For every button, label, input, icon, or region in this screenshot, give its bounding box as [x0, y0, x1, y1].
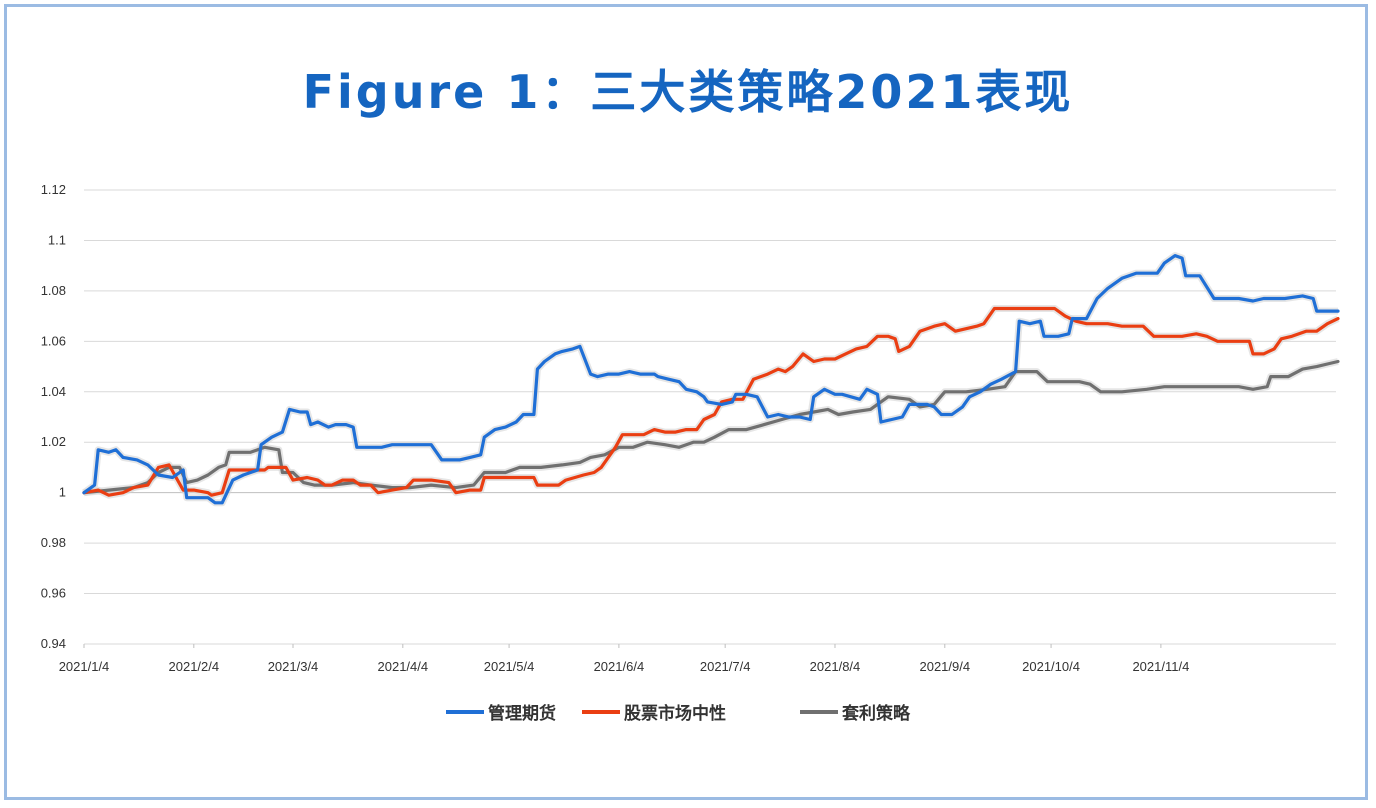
x-tick-label: 2021/9/4 [919, 659, 970, 674]
y-tick-label: 0.98 [41, 535, 66, 550]
x-axis: 2021/1/4 2021/2/4 2021/3/4 2021/4/4 2021/5/4… [59, 644, 1189, 674]
x-tick-label: 2021/3/4 [268, 659, 319, 674]
y-tick-label: 0.94 [41, 636, 66, 651]
series-line [82, 254, 1340, 505]
y-tick-label: 1.12 [41, 182, 66, 197]
y-tick-label: 0.96 [41, 586, 66, 601]
series-line [82, 359, 1340, 495]
x-tick-label: 2021/1/4 [59, 659, 110, 674]
x-tick-label: 2021/11/4 [1132, 659, 1189, 674]
chart-title: Figure 1：三大类策略2021表现 [302, 65, 1074, 119]
y-tick-label: 1.06 [41, 333, 66, 348]
legend: 管理期货 股票市场中性 套利策略 [446, 703, 911, 724]
x-tick-label: 2021/5/4 [484, 659, 535, 674]
legend-label: 管理期货 [488, 703, 556, 724]
x-tick-label: 2021/10/4 [1022, 659, 1080, 674]
x-tick-label: 2021/8/4 [810, 659, 861, 674]
legend-label: 股票市场中性 [624, 703, 726, 724]
y-tick-label: 1 [59, 485, 66, 500]
series-line [82, 306, 1340, 497]
x-tick-label: 2021/4/4 [378, 659, 429, 674]
series-shadow [83, 358, 1339, 497]
series-layer [81, 252, 1340, 507]
x-tick-label: 2021/2/4 [169, 659, 220, 674]
y-tick-label: 1.02 [41, 434, 66, 449]
x-tick-label: 2021/6/4 [594, 659, 645, 674]
y-tick-label: 1.1 [48, 232, 66, 247]
x-tick-label: 2021/7/4 [700, 659, 751, 674]
legend-label: 套利策略 [841, 703, 911, 724]
y-tick-label: 1.04 [41, 384, 66, 399]
y-tick-label: 1.08 [41, 283, 66, 298]
y-axis: 0.94 0.96 0.98 1 1.02 1.04 1.06 1.08 1.1 1.12 [41, 182, 66, 651]
chart-frame [4, 4, 1368, 800]
